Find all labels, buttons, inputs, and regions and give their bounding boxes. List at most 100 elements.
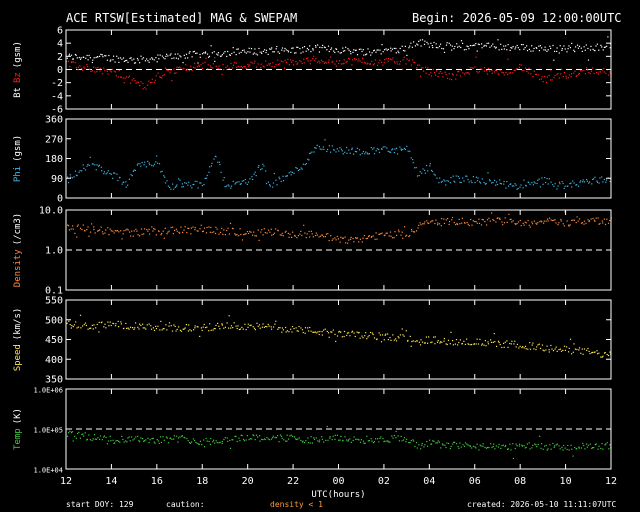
data-point bbox=[405, 441, 407, 443]
data-point bbox=[312, 236, 314, 238]
data-point bbox=[79, 58, 82, 60]
data-point bbox=[317, 61, 319, 63]
data-point bbox=[376, 238, 378, 240]
data-point bbox=[128, 436, 130, 438]
data-point bbox=[323, 329, 325, 331]
data-point bbox=[545, 81, 547, 83]
data-point bbox=[336, 48, 338, 50]
data-point bbox=[311, 151, 313, 153]
data-point bbox=[221, 73, 223, 76]
data-point bbox=[410, 42, 412, 44]
data-point bbox=[361, 61, 363, 64]
data-point bbox=[132, 235, 134, 237]
data-point bbox=[226, 68, 228, 70]
data-point bbox=[198, 443, 200, 445]
data-point bbox=[359, 60, 361, 62]
data-point bbox=[71, 177, 73, 179]
data-point bbox=[395, 147, 398, 149]
data-point bbox=[76, 225, 78, 227]
data-point bbox=[450, 177, 452, 179]
data-point bbox=[184, 57, 186, 59]
data-point bbox=[335, 65, 337, 67]
data-point bbox=[236, 48, 238, 50]
data-point bbox=[561, 49, 563, 51]
data-point bbox=[183, 328, 185, 330]
data-point bbox=[270, 326, 272, 328]
data-point bbox=[412, 159, 414, 161]
data-point bbox=[298, 437, 300, 439]
data-point bbox=[250, 48, 253, 50]
data-point bbox=[443, 51, 446, 53]
data-point bbox=[201, 444, 203, 446]
data-point bbox=[465, 48, 467, 51]
data-point bbox=[458, 70, 460, 72]
data-point bbox=[216, 442, 218, 444]
data-point bbox=[210, 165, 212, 167]
data-point bbox=[315, 58, 317, 60]
data-point bbox=[602, 448, 604, 450]
data-point bbox=[158, 230, 160, 233]
data-point bbox=[86, 54, 88, 57]
data-point bbox=[381, 334, 384, 336]
data-point bbox=[567, 185, 569, 187]
data-point bbox=[390, 151, 392, 153]
data-point bbox=[512, 72, 514, 74]
data-point bbox=[79, 227, 82, 229]
data-point bbox=[253, 231, 255, 233]
data-point bbox=[295, 167, 297, 169]
data-point bbox=[336, 148, 338, 150]
x-tick-label: 22 bbox=[287, 476, 299, 487]
data-point bbox=[271, 328, 273, 330]
data-point bbox=[99, 435, 102, 437]
data-point bbox=[87, 163, 89, 166]
data-point bbox=[463, 340, 465, 342]
data-point bbox=[106, 443, 108, 445]
data-point bbox=[367, 48, 369, 50]
data-point bbox=[157, 440, 159, 442]
data-point bbox=[195, 441, 197, 444]
data-point bbox=[184, 182, 186, 184]
data-point bbox=[530, 50, 532, 52]
data-point bbox=[387, 339, 389, 341]
data-point bbox=[140, 437, 142, 439]
data-point bbox=[307, 327, 309, 329]
data-point bbox=[399, 47, 401, 50]
data-point bbox=[396, 61, 398, 63]
data-point bbox=[109, 60, 111, 62]
data-point bbox=[467, 72, 469, 74]
data-point bbox=[240, 183, 242, 185]
data-point bbox=[504, 341, 506, 343]
data-point bbox=[148, 162, 150, 164]
data-point bbox=[73, 324, 75, 326]
data-point bbox=[265, 49, 268, 51]
data-point bbox=[110, 173, 112, 175]
data-point bbox=[365, 151, 367, 153]
data-point bbox=[435, 46, 437, 49]
data-point bbox=[578, 349, 580, 351]
data-point bbox=[243, 49, 245, 51]
data-point bbox=[137, 234, 139, 236]
data-point bbox=[102, 233, 104, 235]
data-point bbox=[490, 339, 492, 341]
data-point bbox=[425, 72, 427, 74]
data-point bbox=[133, 169, 135, 171]
data-point bbox=[526, 50, 529, 52]
data-point bbox=[173, 57, 175, 59]
data-point bbox=[239, 328, 242, 330]
data-point bbox=[450, 79, 453, 81]
data-point bbox=[149, 439, 151, 441]
data-point bbox=[197, 230, 199, 232]
data-point bbox=[551, 79, 553, 81]
data-point bbox=[559, 348, 561, 350]
data-point bbox=[601, 69, 603, 71]
data-point bbox=[541, 47, 543, 49]
data-point bbox=[455, 339, 458, 341]
data-point bbox=[466, 45, 468, 47]
data-point bbox=[547, 220, 549, 222]
data-point bbox=[442, 76, 444, 78]
data-point bbox=[349, 438, 351, 440]
data-point bbox=[369, 63, 371, 66]
data-point bbox=[476, 222, 478, 224]
data-point bbox=[114, 442, 116, 444]
data-point bbox=[497, 39, 499, 41]
